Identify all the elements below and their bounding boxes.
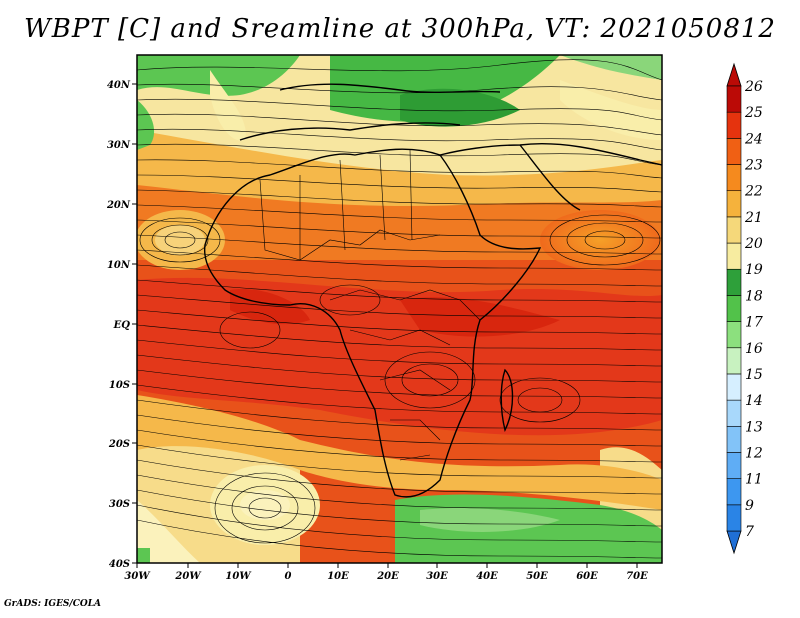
map-frame bbox=[136, 54, 663, 564]
colorbar-swatch bbox=[726, 111, 742, 139]
colorbar-top-arrow bbox=[726, 62, 742, 87]
lon-tick-label: 30E bbox=[426, 571, 448, 582]
lon-tick-label: 10W bbox=[225, 571, 252, 582]
colorbar-swatch bbox=[726, 85, 742, 113]
colorbar-label: 23 bbox=[744, 158, 763, 174]
country-borders bbox=[259, 149, 481, 461]
colorbar-swatch bbox=[726, 504, 742, 532]
colorbar-label: 21 bbox=[744, 210, 763, 226]
lat-tick-label: 10N bbox=[107, 260, 131, 271]
colorbar-label: 14 bbox=[745, 393, 763, 409]
colorbar-label: 7 bbox=[745, 524, 754, 540]
lat-tick-label: 10S bbox=[109, 380, 130, 391]
lon-tick-label: 20W bbox=[174, 571, 202, 582]
colorbar-label: 13 bbox=[745, 419, 763, 435]
lat-tick-label: 20N bbox=[106, 200, 131, 211]
lat-tick-label: 40S bbox=[109, 559, 130, 570]
colorbar-swatch bbox=[726, 478, 742, 506]
lon-tick-label: 20E bbox=[376, 571, 399, 582]
lat-tick-label: EQ bbox=[113, 320, 131, 331]
colorbar-label: 12 bbox=[745, 445, 763, 461]
colorbar-swatch bbox=[726, 268, 742, 296]
wbpt-field bbox=[137, 55, 662, 563]
colorbar-swatch bbox=[726, 138, 742, 165]
colorbar-swatch bbox=[726, 373, 742, 401]
colorbar-label: 16 bbox=[745, 341, 763, 357]
lon-tick-label: 0 bbox=[285, 571, 292, 582]
colorbar-label: 25 bbox=[744, 105, 763, 121]
colorbar-swatch bbox=[726, 425, 742, 453]
lon-tick-label: 60E bbox=[576, 571, 598, 582]
colorbar-label: 26 bbox=[744, 79, 763, 95]
lon-tick-label: 10E bbox=[327, 571, 349, 582]
lat-tick-label: 40N bbox=[107, 80, 131, 91]
colorbar-label: 18 bbox=[745, 288, 763, 304]
colorbar: 7 9 11 12 13 14 15 16 17 18 19 20 21 22 23 24 25 26 bbox=[726, 62, 763, 555]
latitude-axis: 40N 30N 20N 10N EQ 10S 20S 30S 40S bbox=[106, 80, 137, 570]
lat-tick-label: 30S bbox=[109, 499, 130, 510]
colorbar-label: 22 bbox=[744, 184, 763, 200]
colorbar-swatch bbox=[726, 216, 742, 244]
colorbar-label: 24 bbox=[744, 131, 763, 147]
colorbar-swatch bbox=[726, 295, 742, 322]
lon-tick-label: 70E bbox=[626, 571, 648, 582]
lon-tick-label: 30W bbox=[124, 571, 151, 582]
lat-tick-label: 20S bbox=[108, 439, 130, 450]
lon-tick-label: 50E bbox=[526, 571, 548, 582]
colorbar-label: 17 bbox=[745, 315, 763, 331]
coastlines bbox=[203, 83, 662, 498]
colorbar-swatch bbox=[726, 452, 742, 479]
colorbar-swatch bbox=[726, 321, 742, 349]
grads-credit: GrADS: IGES/COLA bbox=[4, 599, 102, 609]
colorbar-label: 15 bbox=[745, 367, 763, 383]
lon-tick-label: 40E bbox=[476, 571, 498, 582]
colorbar-swatch bbox=[726, 190, 742, 218]
colorbar-label: 19 bbox=[745, 262, 763, 278]
colorbar-swatch bbox=[726, 347, 742, 375]
longitude-axis: 30W 20W 10W 0 10E 20E 30E 40E 50E 60E 70… bbox=[124, 563, 648, 582]
colorbar-label: 9 bbox=[745, 498, 754, 514]
colorbar-label: 20 bbox=[744, 236, 763, 252]
streamlines bbox=[137, 59, 662, 559]
colorbar-label: 11 bbox=[745, 472, 763, 488]
map-title: WBPT [C] and Sreamline at 300hPa, VT: 20… bbox=[24, 14, 776, 44]
lat-tick-label: 30N bbox=[107, 140, 131, 151]
colorbar-swatch bbox=[726, 242, 742, 270]
colorbar-swatch bbox=[726, 399, 742, 427]
colorbar-swatch bbox=[726, 164, 742, 192]
colorbar-bottom-arrow bbox=[726, 530, 742, 555]
